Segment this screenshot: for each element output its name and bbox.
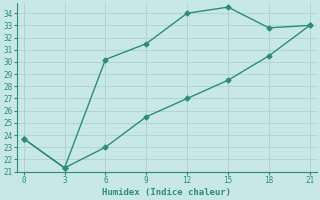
- X-axis label: Humidex (Indice chaleur): Humidex (Indice chaleur): [102, 188, 231, 197]
